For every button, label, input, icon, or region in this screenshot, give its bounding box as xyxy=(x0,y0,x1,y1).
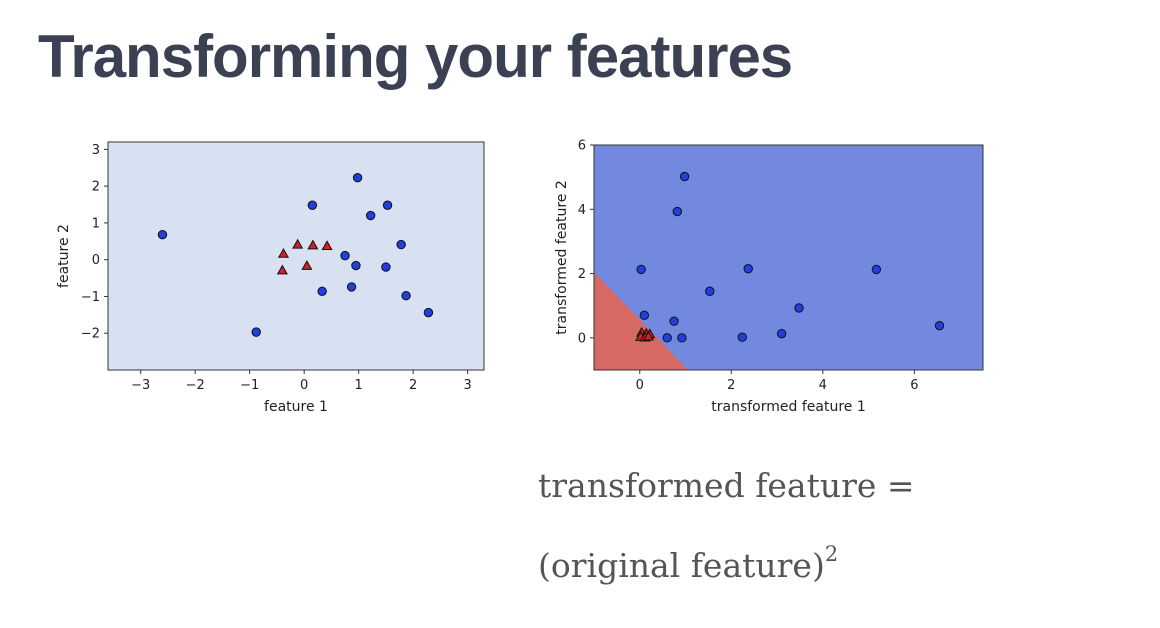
y-tick-label: 1 xyxy=(92,216,100,231)
y-tick: 4 xyxy=(578,203,594,218)
blue-circle-point xyxy=(679,171,690,182)
blue-circle-point xyxy=(934,320,945,331)
x-tick-label: 1 xyxy=(355,378,363,393)
x-tick-label: 4 xyxy=(819,378,827,393)
blue-circle-point xyxy=(396,239,406,250)
x-axis-label: transformed feature 1 xyxy=(711,399,866,415)
blue-circle-point xyxy=(423,307,434,318)
x-tick-label: 3 xyxy=(464,378,472,393)
y-tick: 6 xyxy=(578,139,594,154)
y-tick-label: 2 xyxy=(92,180,100,195)
blue-circle-point xyxy=(381,262,391,272)
plot-background xyxy=(108,142,484,370)
blue-circle-point xyxy=(317,286,327,297)
x-tick-label: 6 xyxy=(910,378,918,393)
red-decision-region xyxy=(594,271,688,370)
formula-line-2: (original feature)2 xyxy=(538,542,838,585)
y-tick-label: 0 xyxy=(92,253,100,268)
y-tick: 0 xyxy=(92,253,108,268)
y-tick-label: 4 xyxy=(578,203,586,218)
x-tick-label: 2 xyxy=(409,378,417,393)
x-tick: 6 xyxy=(910,370,918,393)
y-tick-label: 2 xyxy=(578,267,586,282)
blue-circle-point xyxy=(352,172,363,183)
x-tick-label: −1 xyxy=(240,378,259,393)
y-tick: −2 xyxy=(81,327,108,342)
blue-circle-point xyxy=(677,333,687,343)
plot-frame xyxy=(593,144,984,371)
formula-exponent: 2 xyxy=(824,542,839,566)
x-tick: 0 xyxy=(300,370,308,393)
x-tick: −3 xyxy=(131,370,150,393)
red-triangle-point xyxy=(321,240,333,251)
blue-circle-point xyxy=(307,200,318,210)
x-tick: −1 xyxy=(240,370,259,393)
blue-circle-point xyxy=(340,250,350,261)
blue-circle-point xyxy=(776,328,787,339)
x-tick: 0 xyxy=(636,370,644,393)
y-axis-label: feature 2 xyxy=(56,224,72,288)
y-tick: 1 xyxy=(92,216,108,231)
page-title: Transforming your features xyxy=(38,23,793,90)
x-tick-label: 0 xyxy=(300,378,308,393)
red-triangle-point xyxy=(642,330,654,341)
chart-1: 0 2 4 6 6 4 2 0 transformed feature 1 transformed… xyxy=(554,139,984,415)
y-tick: 3 xyxy=(92,143,108,158)
formula-line-2-base: (original feature) xyxy=(538,546,825,585)
red-triangle-point xyxy=(276,264,288,275)
red-triangle-point xyxy=(277,247,290,258)
blue-circle-point xyxy=(351,260,361,271)
blue-circle-point xyxy=(401,291,411,301)
y-tick-label: 0 xyxy=(578,331,586,346)
blue-circle-point xyxy=(662,333,672,343)
x-tick-label: 2 xyxy=(727,378,735,393)
x-tick: 1 xyxy=(355,370,363,393)
y-axis-label: transformed feature 2 xyxy=(554,180,570,335)
blue-circle-point xyxy=(672,206,682,217)
y-tick-label: −1 xyxy=(81,290,100,305)
blue-circle-point xyxy=(871,264,882,275)
blue-circle-point xyxy=(794,303,804,313)
y-tick-label: −2 xyxy=(81,327,100,342)
blue-circle-point xyxy=(382,200,393,210)
y-tick-label: 6 xyxy=(578,139,586,154)
y-tick: 2 xyxy=(578,267,594,282)
x-tick-label: −3 xyxy=(131,378,150,393)
x-tick-label: −2 xyxy=(186,378,205,393)
red-triangle-point xyxy=(307,239,319,250)
x-tick: 3 xyxy=(464,370,472,393)
x-axis-label: feature 1 xyxy=(264,399,328,415)
blue-circle-point xyxy=(639,310,650,321)
y-tick: −1 xyxy=(81,290,108,305)
blue-circle-point xyxy=(365,210,376,221)
y-tick: 2 xyxy=(92,180,108,195)
blue-circle-point xyxy=(636,264,646,275)
x-tick-label: 0 xyxy=(636,378,644,393)
blue-circle-point xyxy=(743,264,753,274)
red-triangle-point xyxy=(292,238,304,249)
x-tick: 2 xyxy=(727,370,735,393)
chart-0: −3 −2 −1 0 1 2 3 3 2 1 0 −1 −2 feature 1 feature 2 xyxy=(56,141,485,415)
formula-line-1-text: transformed feature = xyxy=(538,466,915,505)
blue-circle-point xyxy=(737,332,747,342)
blue-circle-point xyxy=(346,282,357,292)
blue-circle-point xyxy=(251,327,261,337)
x-tick: 4 xyxy=(819,370,827,393)
blue-circle-point xyxy=(705,286,715,296)
x-tick: 2 xyxy=(409,370,417,393)
blue-decision-region xyxy=(594,145,983,370)
x-tick: −2 xyxy=(186,370,205,393)
plot-frame xyxy=(107,141,485,371)
y-tick: 0 xyxy=(578,331,594,346)
y-tick-label: 3 xyxy=(92,143,100,158)
formula-line-1: transformed feature = xyxy=(538,466,915,505)
blue-circle-point xyxy=(669,316,679,326)
blue-circle-point xyxy=(157,229,168,240)
red-triangle-point xyxy=(301,260,313,270)
